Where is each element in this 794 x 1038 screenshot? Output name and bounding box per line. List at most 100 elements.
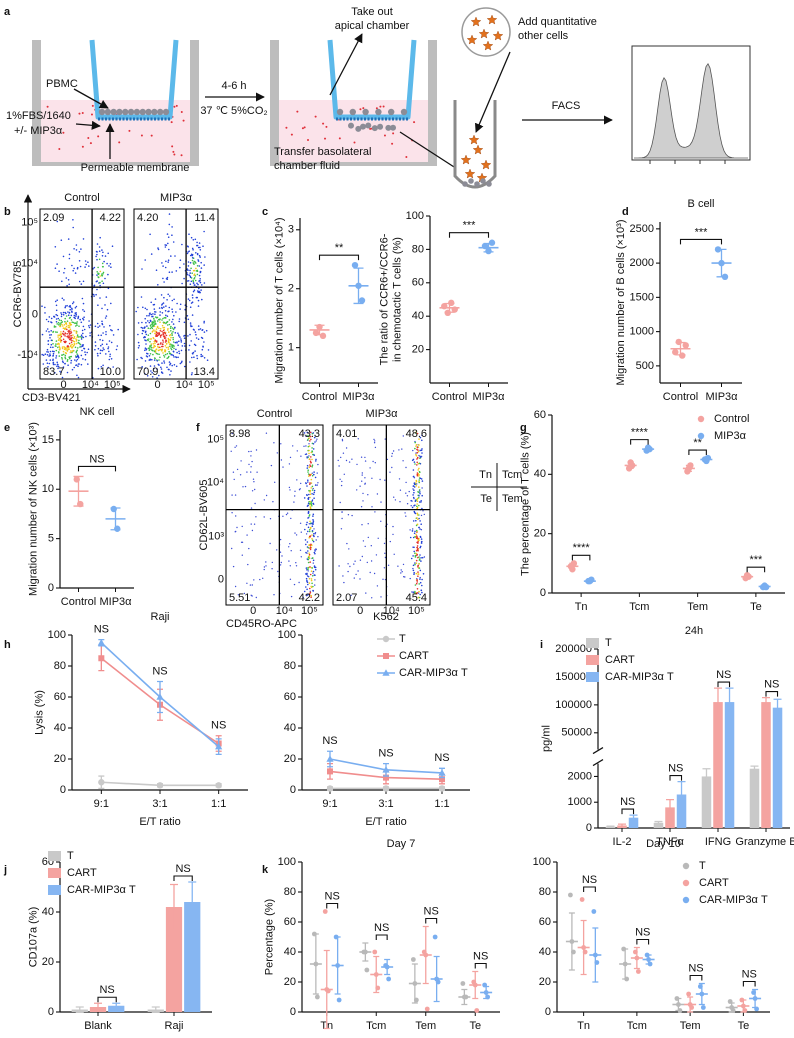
y-tick-label: 50000 (561, 727, 592, 739)
flow-tick-label: 0 (357, 605, 363, 617)
event-dot (154, 357, 156, 360)
event-dot (49, 346, 52, 349)
event-dot (311, 489, 314, 491)
event-dot (421, 591, 423, 594)
y-tick-label: 80 (412, 243, 424, 255)
annotation: NS (434, 752, 449, 764)
event-dot (201, 329, 204, 331)
event-dot (165, 305, 167, 307)
y-tick-label: 60 (534, 409, 546, 421)
event-dot (181, 243, 183, 246)
event-dot (408, 490, 410, 493)
event-dot (47, 366, 49, 368)
event-dot (309, 431, 312, 434)
event-dot (72, 334, 74, 336)
event-dot (104, 304, 106, 306)
event-dot (84, 266, 86, 268)
event-dot (73, 329, 75, 332)
event-dot (290, 550, 292, 552)
event-dot (413, 486, 416, 488)
event-dot (157, 343, 159, 346)
event-dot (418, 489, 421, 491)
event-dot (99, 352, 102, 355)
event-dot (420, 523, 423, 525)
event-dot (405, 481, 407, 484)
event-dot (68, 311, 71, 314)
x-tick-label: Tem (680, 1020, 701, 1032)
event-dot (161, 348, 164, 351)
event-dot (67, 346, 70, 349)
y-tick-label: 60 (54, 691, 66, 703)
event-dot (311, 582, 313, 585)
event-dot (60, 313, 63, 316)
event-dot (108, 358, 111, 361)
event-dot (173, 345, 175, 347)
event-dot (412, 449, 414, 452)
event-dot (351, 458, 353, 460)
cell-icon (486, 14, 498, 25)
event-dot (165, 343, 168, 345)
error-bar (444, 302, 455, 313)
event-dot (67, 314, 70, 317)
panel-letter: b (4, 206, 11, 218)
event-dot (117, 328, 119, 331)
event-dot (418, 504, 420, 507)
event-dot (162, 317, 164, 320)
event-dot (279, 564, 282, 566)
event-dot (187, 251, 189, 253)
diagram-label: chamber fluid (274, 160, 340, 172)
event-dot (413, 483, 416, 486)
event-dot (61, 347, 64, 350)
event-dot (158, 349, 161, 351)
event-dot (78, 339, 80, 342)
error-bar (334, 936, 341, 995)
panel-letter: i (540, 639, 543, 651)
error-bar (675, 341, 686, 356)
event-dot (171, 271, 173, 273)
event-dot (421, 507, 423, 510)
event-dot (176, 302, 178, 305)
x-tick-label: 9:1 (322, 798, 337, 810)
event-dot (317, 463, 319, 466)
event-dot (173, 347, 175, 350)
event-dot (147, 327, 150, 330)
bar (665, 807, 675, 828)
significance-bracket (746, 566, 766, 573)
event-dot (199, 249, 202, 251)
event-dot (49, 350, 52, 353)
event-dot (250, 455, 252, 457)
event-dot (187, 318, 190, 321)
event-dot (313, 566, 316, 569)
event-dot (171, 327, 174, 329)
event-dot (164, 337, 167, 339)
event-dot (164, 310, 167, 312)
event-dot (307, 517, 309, 519)
event-dot (269, 518, 272, 520)
event-dot (418, 567, 421, 569)
cell (162, 108, 170, 116)
legend-symbol (682, 879, 690, 887)
event-dot (161, 350, 163, 352)
event-dot (107, 366, 109, 369)
event-dot (313, 436, 316, 439)
legend-label: MIP3α (714, 430, 747, 442)
event-dot (315, 458, 317, 461)
event-dot (155, 328, 158, 330)
event-dot (192, 353, 194, 355)
event-dot (144, 360, 147, 362)
event-dot (48, 331, 50, 333)
x-tick-label: TNFα (656, 836, 684, 848)
event-dot (74, 325, 77, 327)
y-tick-label: 2000 (630, 257, 654, 269)
event-dot (97, 354, 99, 357)
event-dot (308, 537, 311, 539)
event-dot (239, 474, 242, 476)
event-dot (308, 530, 311, 533)
event-dot (421, 452, 423, 454)
event-dot (196, 282, 198, 285)
y-tick-label: 0 (48, 582, 54, 594)
x-tick-label: Tcm (629, 601, 649, 613)
event-dot (97, 367, 100, 370)
event-dot (62, 366, 65, 368)
event-dot (55, 357, 57, 359)
